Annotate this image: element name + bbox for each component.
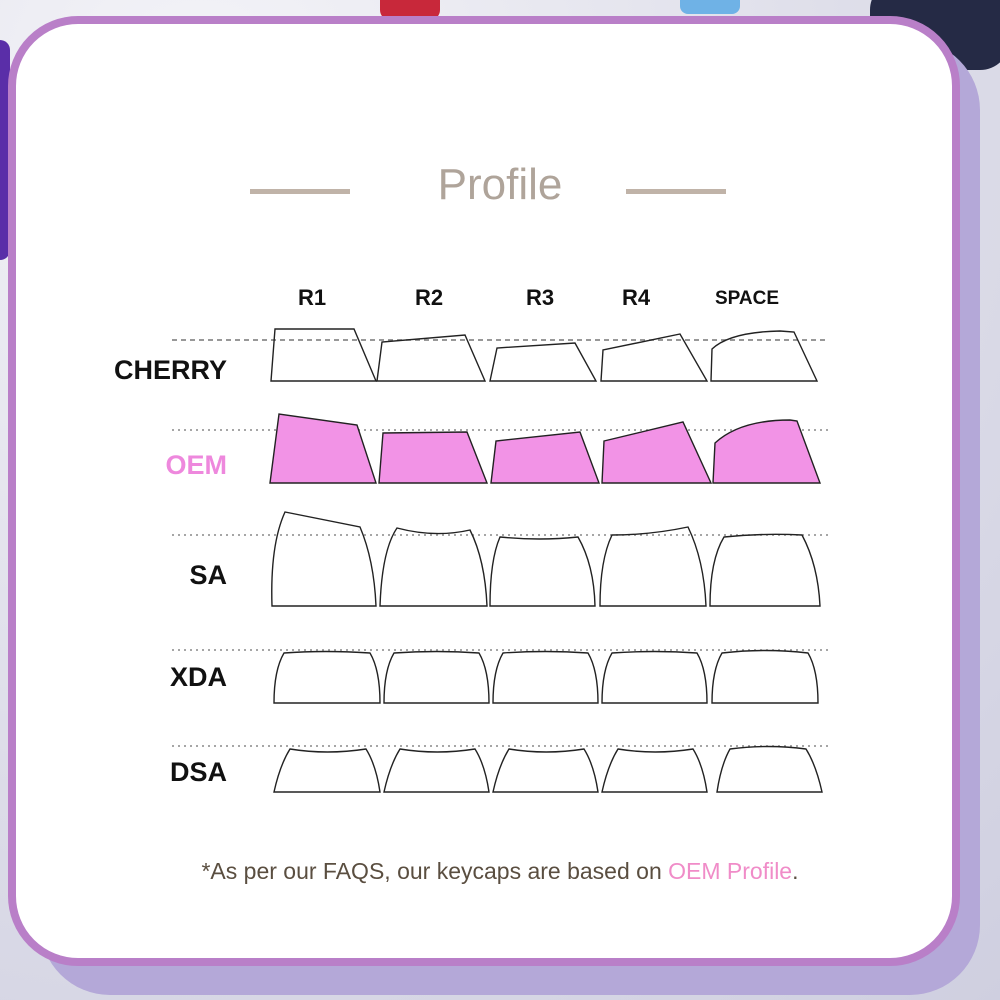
keycap-xda-r1 <box>273 650 381 704</box>
footnote: *As per our FAQS, our keycaps are based … <box>0 858 1000 885</box>
keycap-cherry-r3 <box>489 342 598 382</box>
keycap-oem-r3 <box>490 431 601 484</box>
keycap-sa-r4 <box>599 526 707 607</box>
keycap-xda-r4 <box>601 650 708 704</box>
page-title: Profile <box>437 160 563 209</box>
keycap-decoration <box>380 0 440 20</box>
keycap-dsa-r3 <box>492 748 599 793</box>
column-header-r3: R3 <box>526 285 555 310</box>
keycap-dsa-r2 <box>383 748 490 793</box>
keycap-sa-r2 <box>379 527 488 607</box>
profile-card <box>8 16 960 966</box>
keycap-cherry-r1 <box>270 328 378 382</box>
keycap-decoration <box>0 40 10 260</box>
keycap-cherry-r2 <box>376 334 487 382</box>
oem-profile-highlight: OEM Profile <box>668 858 793 884</box>
row-label-xda: XDA <box>169 662 227 692</box>
keycap-oem-r2 <box>378 431 489 484</box>
keycap-oem-r1 <box>269 413 377 484</box>
footnote-text: *As per our FAQS, our keycaps are based … <box>201 858 669 884</box>
keycap-cherry-space <box>710 330 819 382</box>
keycap-decoration <box>680 0 740 14</box>
footnote-end: . <box>792 858 799 884</box>
column-header-r4: R4 <box>622 285 651 310</box>
row-label-dsa: DSA <box>169 757 227 787</box>
keycap-dsa-r1 <box>273 748 381 793</box>
keycap-sa-space <box>709 533 821 607</box>
keycap-sa-r3 <box>489 536 596 607</box>
row-label-cherry: CHERRY <box>113 355 227 385</box>
column-header-r1: R1 <box>298 285 327 310</box>
column-header-space: SPACE <box>715 288 780 309</box>
keycap-xda-r2 <box>383 650 490 704</box>
keycap-oem-r4 <box>601 421 713 484</box>
keycap-cherry-r4 <box>600 333 709 382</box>
title-divider-right <box>626 189 726 194</box>
column-header-r2: R2 <box>415 285 444 310</box>
keycap-sa-r1 <box>271 511 377 607</box>
keycap-oem-space <box>712 419 822 484</box>
keycap-xda-space <box>711 649 819 704</box>
row-label-sa: SA <box>189 560 227 590</box>
row-label-oem: OEM <box>165 450 227 480</box>
keycap-xda-r3 <box>492 650 599 704</box>
keycap-dsa-r4 <box>601 748 708 793</box>
title-divider-left <box>250 189 350 194</box>
keycap-dsa-space <box>716 745 823 793</box>
